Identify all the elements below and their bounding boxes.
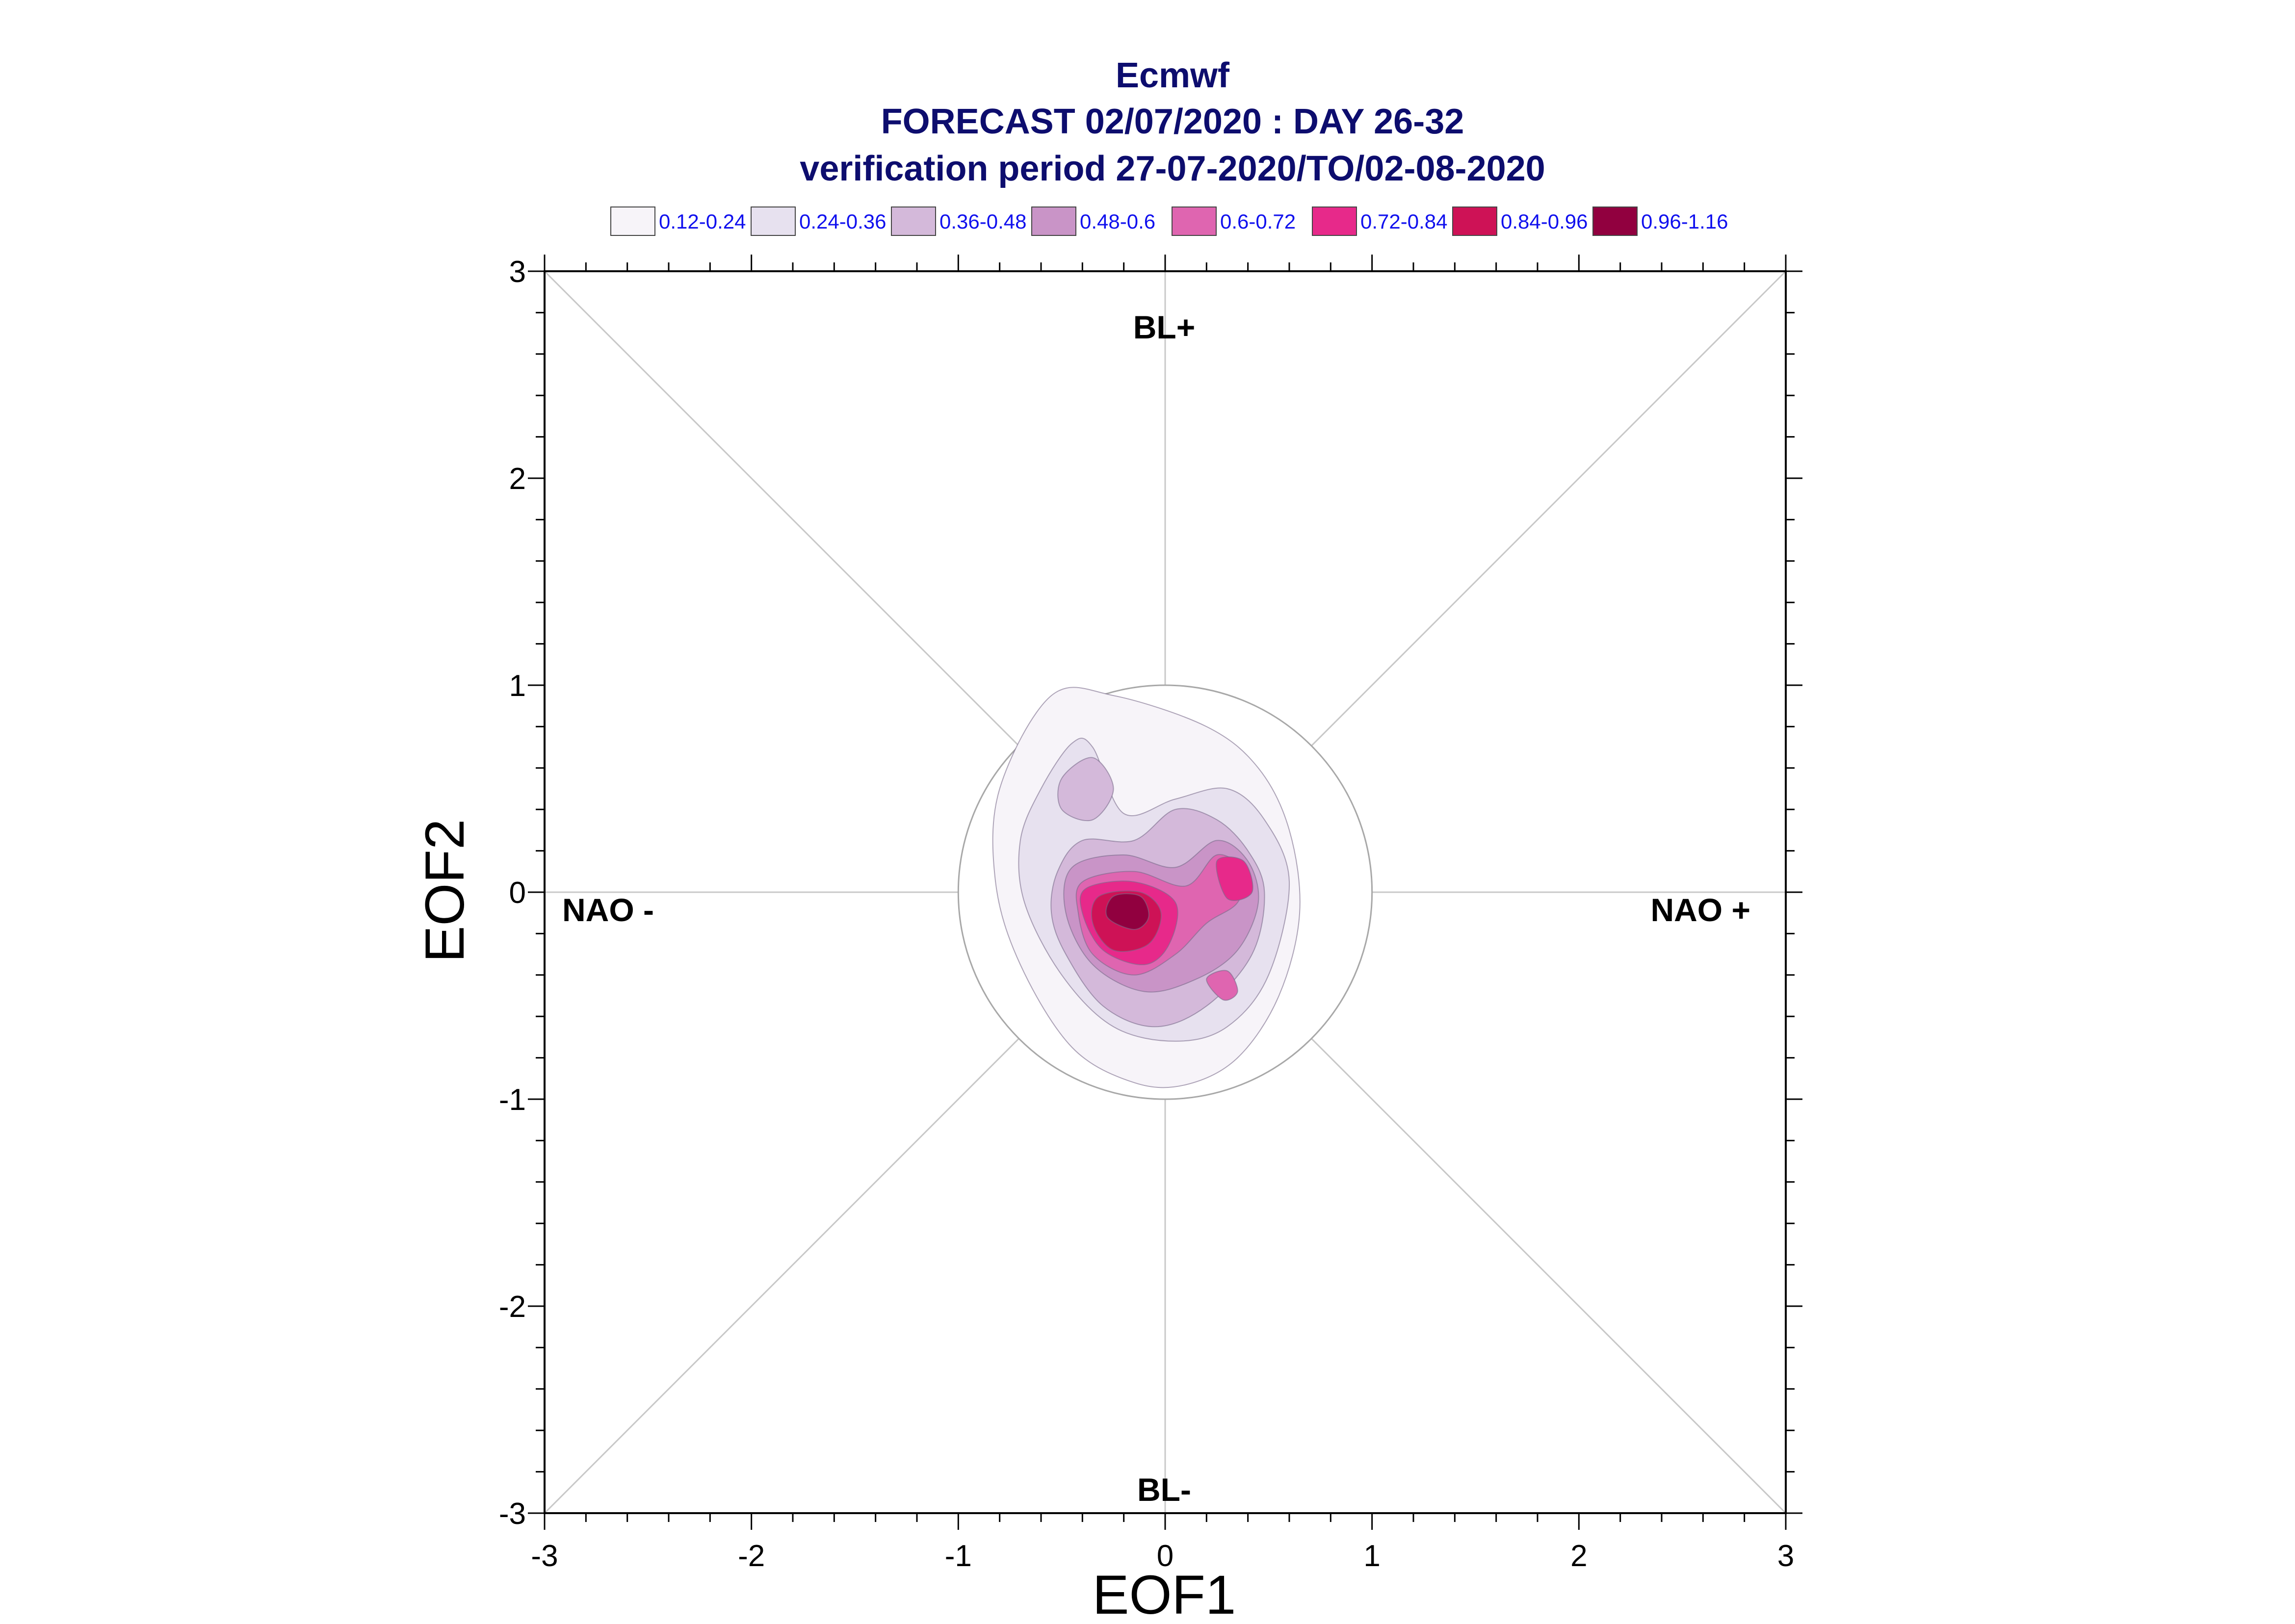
density-contour [1057,757,1114,822]
x-tick-label: -2 [738,1539,765,1573]
x-tick-label: 2 [1570,1539,1587,1573]
legend-item: 0.96-1.16 [1592,206,1728,236]
legend-swatch [1031,206,1076,236]
legend-label: 0.12-0.24 [659,210,746,233]
y-tick-label: 0 [509,876,526,910]
legend-label: 0.24-0.36 [799,210,886,233]
x-axis-title: EOF1 [1093,1564,1236,1624]
legend-swatch [1312,206,1357,236]
legend-swatch [891,206,936,236]
region-labels: BL+ BL- NAO - NAO + [562,309,1750,1508]
legend-swatch [1172,206,1217,236]
x-tick-label: -1 [945,1539,972,1573]
legend-label: 0.96-1.16 [1641,210,1728,233]
legend-label: 0.6-0.72 [1220,210,1296,233]
legend-item: 0.24-0.36 [751,206,886,236]
title-line-1: Ecmwf [1116,56,1230,95]
title-line-2: FORECAST 02/07/2020 : DAY 26-32 [881,102,1464,141]
legend-item: 0.84-0.96 [1452,206,1588,236]
region-label-right: NAO + [1650,892,1750,928]
legend-item: 0.12-0.24 [610,206,746,236]
title-line-3: verification period 27-07-2020/TO/02-08-… [800,149,1545,188]
y-tick-label: -3 [499,1497,526,1531]
legend-swatch [751,206,796,236]
legend-swatch [1452,206,1497,236]
y-tick-label: 2 [509,462,526,496]
x-tick-label: 0 [1157,1539,1174,1573]
y-tick-label: 3 [509,255,526,289]
legend-label: 0.84-0.96 [1501,210,1588,233]
y-tick-label: -2 [499,1290,526,1324]
x-tick-label: -3 [531,1539,558,1573]
legend: 0.12-0.24 0.24-0.36 0.36-0.48 0.48-0.6 0.6-0… [610,206,1728,236]
plot-area: -3 -2 -1 0 1 2 3 -3 -2 -1 0 1 2 3 [499,255,1802,1573]
y-axis-title: EOF2 [414,819,475,963]
legend-item: 0.36-0.48 [891,206,1026,236]
legend-swatch [1592,206,1638,236]
x-tick-label: 3 [1777,1539,1794,1573]
legend-swatch [610,206,655,236]
region-label-bottom: BL- [1137,1471,1191,1508]
density-contour [1105,893,1149,930]
legend-label: 0.72-0.84 [1360,210,1447,233]
density-contour [1206,970,1238,1001]
y-tick-label: 1 [509,669,526,703]
density-contour [1216,856,1253,901]
legend-item: 0.72-0.84 [1312,206,1447,236]
legend-label: 0.48-0.6 [1080,210,1155,233]
legend-item: 0.6-0.72 [1172,206,1296,236]
legend-item: 0.48-0.6 [1031,206,1155,236]
chart-title: Ecmwf FORECAST 02/07/2020 : DAY 26-32 ve… [800,56,1545,188]
region-label-left: NAO - [562,892,654,928]
legend-label: 0.36-0.48 [939,210,1026,233]
region-label-top: BL+ [1133,309,1196,345]
x-tick-label: 1 [1363,1539,1380,1573]
y-tick-label: -1 [499,1083,526,1117]
